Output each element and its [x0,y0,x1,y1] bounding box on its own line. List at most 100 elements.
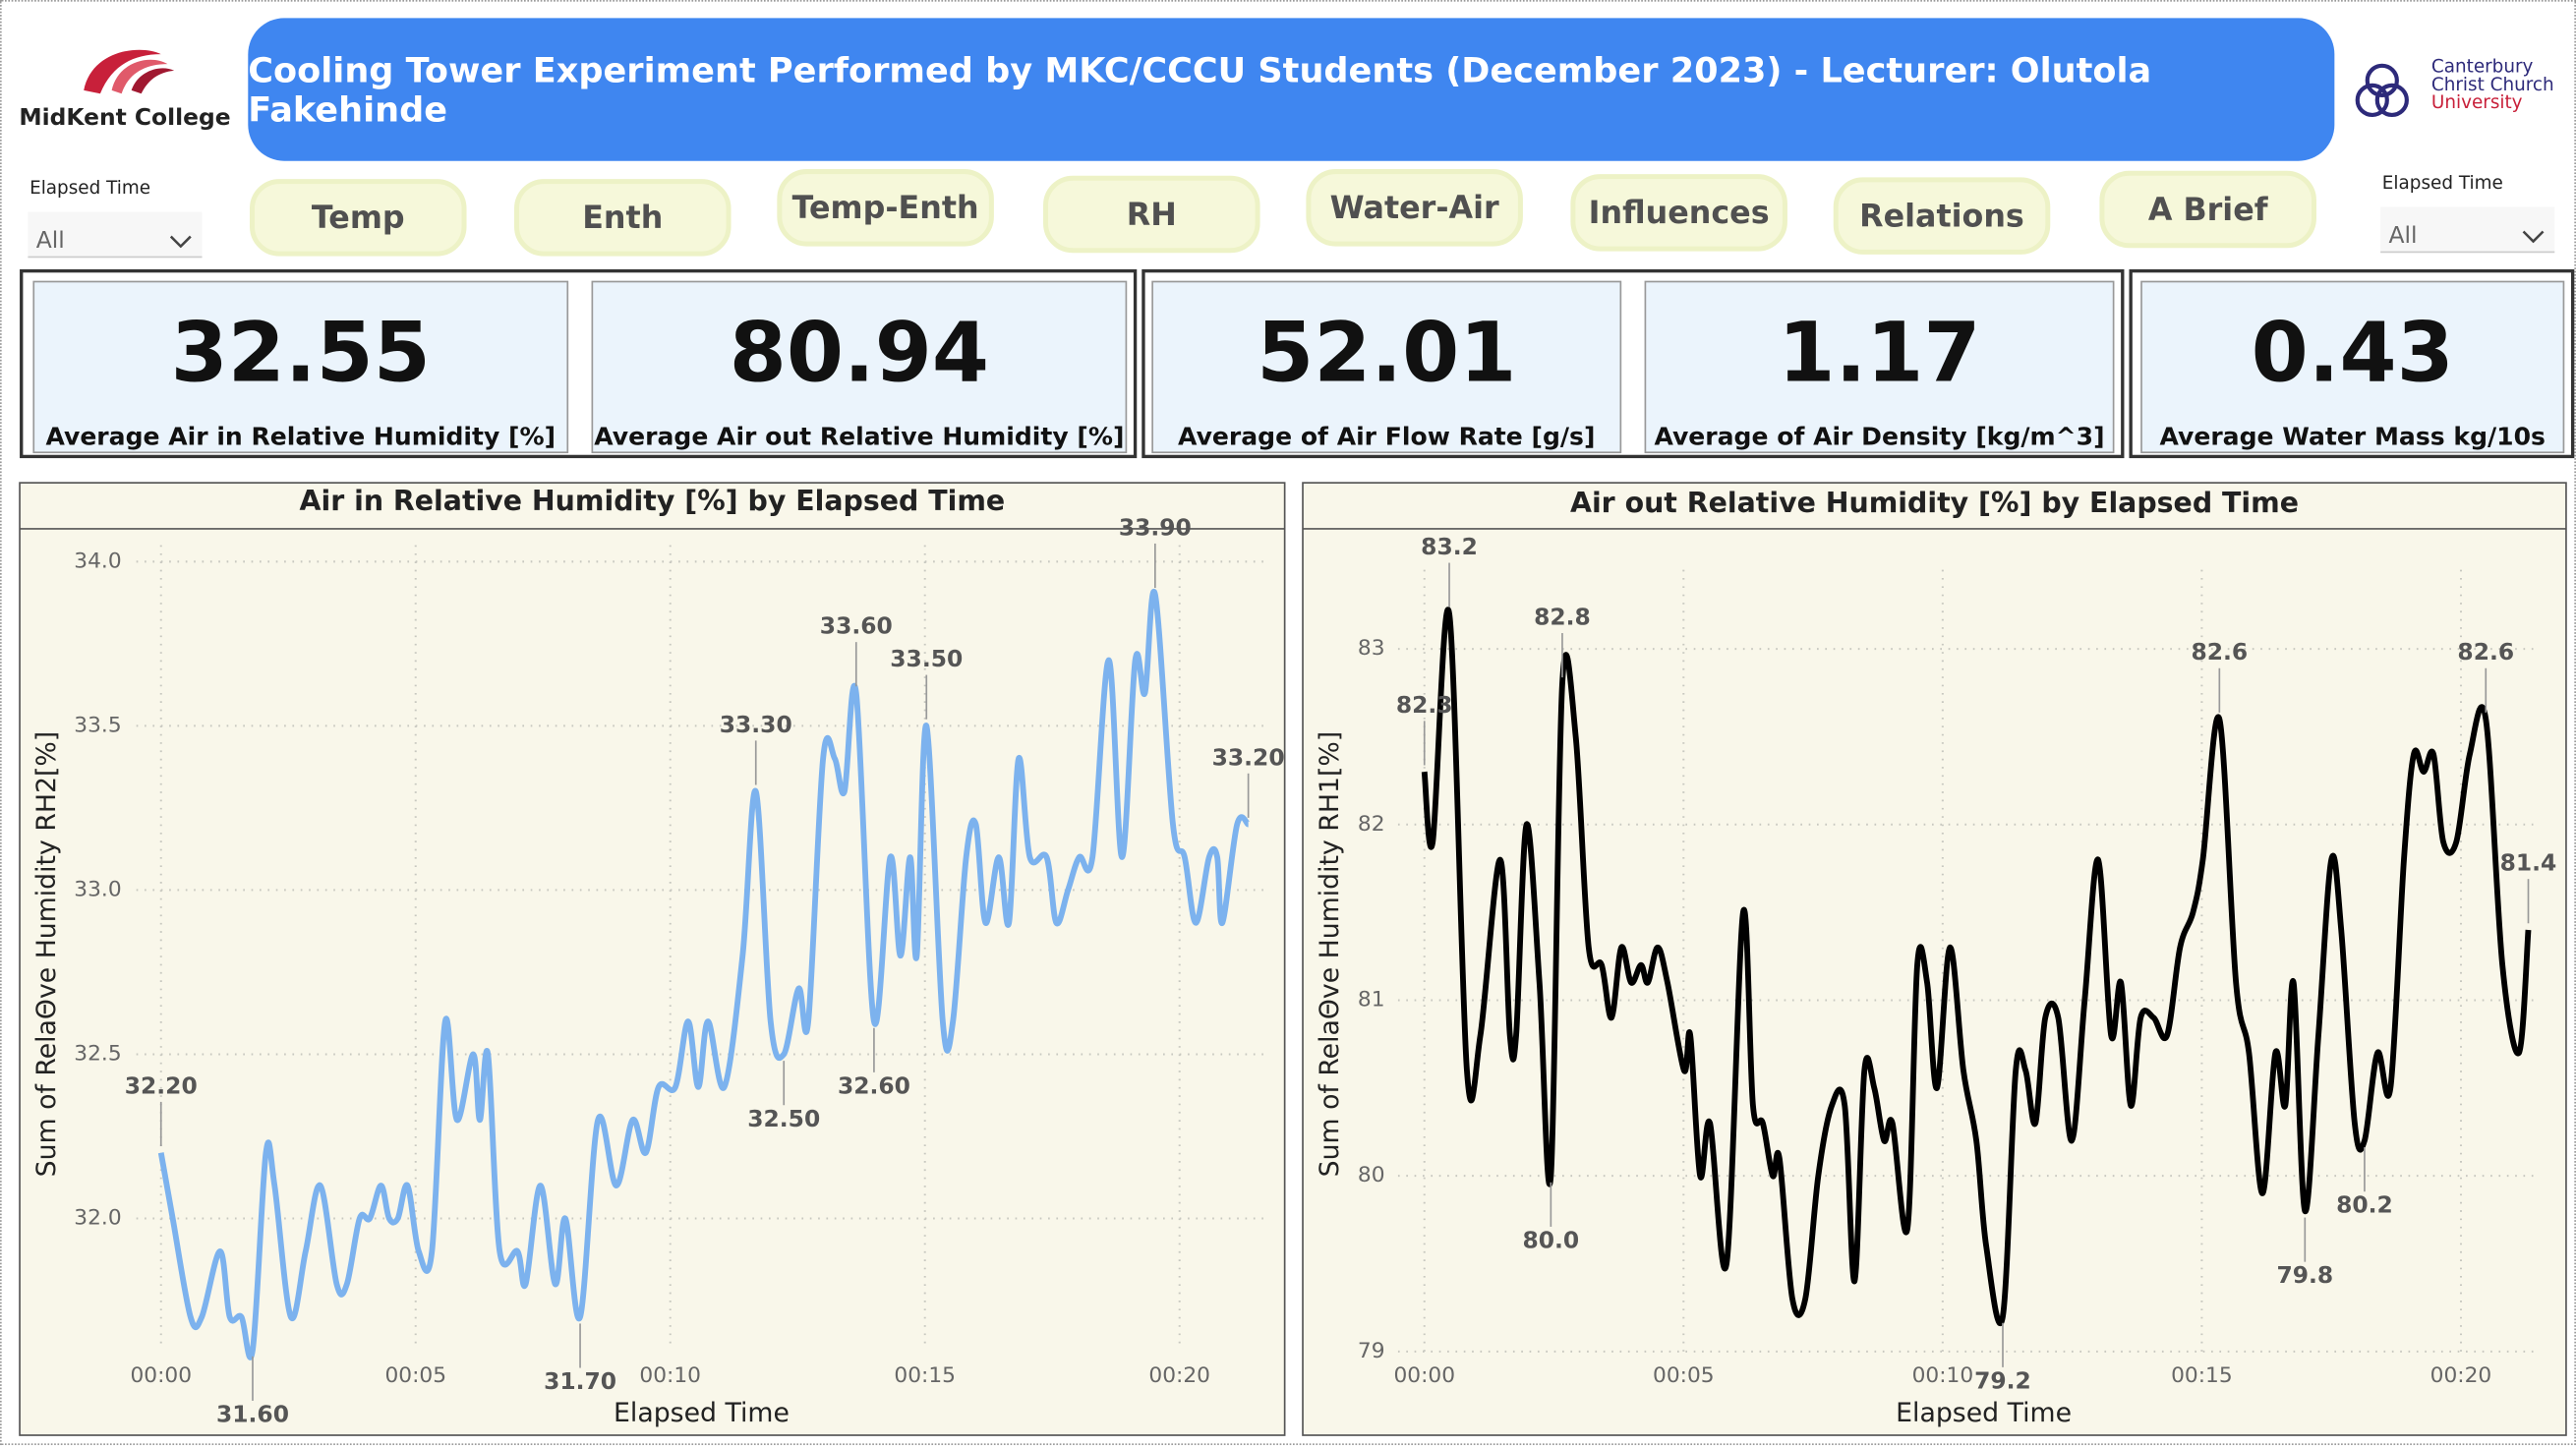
chart-title: Air out Relative Humidity [%] by Elapsed… [1570,487,2299,519]
logo-swoosh [84,49,161,94]
x-tick-label: 00:20 [1148,1363,1210,1388]
nav-button[interactable]: Temp-Enth [777,169,994,247]
y-tick-label: 83 [1358,636,1385,661]
slicer-dropdown[interactable]: All [2380,206,2555,254]
kpi-card: 80.94 Average Air out Relative Humidity [… [591,280,1128,454]
data-line [1421,607,2532,1327]
kpi-value: 52.01 [1257,305,1517,401]
y-tick-label: 80 [1358,1163,1385,1187]
data-line [157,588,1252,1360]
kpi-label: Average Water Mass kg/10s [2159,422,2546,452]
data-label: 33.50 [890,645,963,672]
nav-button[interactable]: Water-Air [1306,169,1523,247]
logo-text: University [2431,92,2523,113]
logo-text: Canterbury [2431,57,2534,78]
logo-knot [2365,63,2399,97]
chevron [169,235,192,249]
logo-text: MidKent College [19,103,230,131]
data-label: 31.60 [216,1400,289,1427]
y-tick-label: 82 [1358,812,1385,837]
chart-panel [1302,482,2567,1436]
midkent-logo: MidKent College [19,49,231,131]
chevron [2522,230,2545,244]
logo-knot [2374,83,2409,118]
x-tick-label: 00:05 [1653,1363,1715,1388]
x-tick-label: 00:00 [1393,1363,1455,1388]
data-label: 79.8 [2276,1261,2333,1289]
logo-knot [2355,83,2389,118]
data-label: 33.90 [1119,513,1192,541]
kpi-card: 52.01 Average of Air Flow Rate [g/s] [1151,280,1622,454]
data-label: 82.6 [2457,638,2514,666]
data-label: 79.2 [1974,1366,2031,1394]
x-tick-label: 00:00 [130,1363,192,1388]
x-axis-title: Elapsed Time [614,1398,790,1428]
logo-swoosh [131,68,175,94]
kpi-card: 32.55 Average Air in Relative Humidity [%… [32,280,569,454]
kpi-label: Average Air in Relative Humidity [%] [45,422,556,452]
data-label: 33.20 [1212,743,1285,771]
kpi-group [20,268,1138,459]
logo-text: Christ Church [2431,75,2554,95]
page-title: Cooling Tower Experiment Performed by MK… [248,49,2152,130]
data-label: 33.60 [820,612,893,640]
nav-button[interactable]: RH [1043,175,1260,254]
y-tick-label: 34.0 [74,549,121,573]
x-tick-label: 00:15 [2171,1363,2233,1388]
kpi-label: Average of Air Density [kg/m^3] [1654,422,2105,452]
chevron-path [2522,230,2545,244]
data-label: 82.3 [1396,691,1453,719]
data-label: 32.20 [125,1071,198,1099]
data-label: 33.30 [720,711,792,738]
kpi-label: Average of Air Flow Rate [g/s] [1178,422,1596,452]
kpi-value: 1.17 [1778,305,1981,401]
slicer-dropdown[interactable]: All [28,211,203,259]
nav-button[interactable]: Temp [249,179,467,257]
y-tick-label: 32.0 [74,1206,121,1231]
chart-title: Air in Relative Humidity [%] by Elapsed … [300,485,1006,517]
data-label: 82.6 [2191,638,2248,666]
x-tick-label: 00:20 [2430,1363,2492,1388]
y-tick-label: 81 [1358,987,1385,1012]
data-label: 83.2 [1421,533,1478,560]
x-axis-title: Elapsed Time [1896,1398,2072,1428]
y-tick-label: 33.5 [74,713,121,737]
kpi-card: 0.43 Average Water Mass kg/10s [2140,280,2565,454]
kpi-value: 32.55 [170,305,431,401]
data-label: 81.4 [2500,849,2557,877]
slicer-label: Elapsed Time [2381,172,2503,195]
nav-button[interactable]: Relations [1833,177,2051,255]
y-tick-label: 79 [1358,1339,1385,1363]
kpi-value: 0.43 [2251,305,2454,401]
y-tick-label: 32.5 [74,1041,121,1066]
data-label: 80.0 [1523,1226,1580,1253]
kpi-group [2129,268,2575,459]
logo-swoosh [111,59,168,94]
kpi-label: Average Air out Relative Humidity [%] [594,422,1125,452]
kpi-group [1142,268,2125,459]
title-banner: Cooling Tower Experiment Performed by MK… [248,18,2335,161]
y-tick-label: 33.0 [74,877,121,901]
chart-panel [19,482,1286,1436]
data-label: 82.8 [1534,603,1591,630]
nav-button[interactable]: Enth [513,179,732,257]
data-label: 31.70 [544,1367,616,1395]
nav-button[interactable]: A Brief [2099,170,2316,249]
x-tick-label: 00:05 [384,1363,446,1388]
slicer-label: Elapsed Time [29,177,151,200]
x-tick-label: 00:15 [894,1363,956,1388]
cccu-logo: Canterbury Christ Church University [2355,57,2554,118]
nav-button[interactable]: Influences [1570,174,1787,252]
data-label: 80.2 [2336,1191,2393,1219]
kpi-value: 80.94 [729,305,990,401]
chevron-path [169,235,192,249]
kpi-card: 1.17 Average of Air Density [kg/m^3] [1644,280,2115,454]
y-axis-title: Sum of RelaΘve Humidity RH1[%] [1315,731,1345,1178]
data-label: 32.60 [838,1071,910,1099]
data-label: 32.50 [747,1105,820,1132]
x-tick-label: 00:10 [639,1363,701,1388]
y-axis-title: Sum of RelaΘve Humidity RH2[%] [31,731,62,1178]
